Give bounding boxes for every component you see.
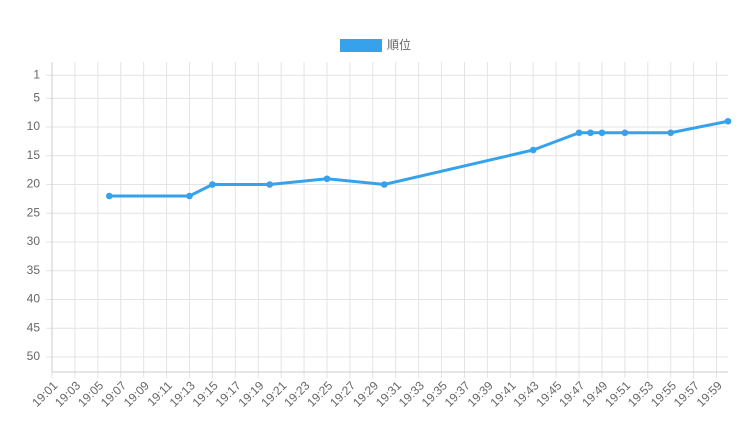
x-tick-label: 19:13 — [167, 378, 198, 409]
y-tick-label: 15 — [27, 148, 41, 162]
x-tick-label: 19:21 — [258, 378, 289, 409]
x-tick-label: 19:23 — [281, 378, 312, 409]
point — [667, 129, 675, 137]
point — [598, 129, 606, 137]
y-tick-label: 30 — [27, 234, 41, 248]
point — [575, 129, 583, 137]
y-tick-label: 45 — [27, 320, 41, 334]
point — [724, 117, 732, 125]
y-tick-label: 20 — [27, 177, 41, 191]
x-tick-label: 19:09 — [121, 378, 152, 409]
point — [529, 146, 537, 154]
legend-swatch — [340, 39, 382, 52]
x-tick-label: 19:55 — [648, 378, 679, 409]
x-tick-label: 19:41 — [488, 378, 519, 409]
y-tick-label: 40 — [27, 292, 41, 306]
y-tick-label: 5 — [33, 90, 40, 104]
x-tick-label: 19:49 — [579, 378, 610, 409]
y-tick-label: 50 — [27, 349, 41, 363]
point — [266, 181, 273, 188]
x-tick-label: 19:45 — [533, 378, 564, 409]
x-tick-label: 19:07 — [98, 378, 129, 409]
y-tick-label: 25 — [27, 205, 41, 219]
point — [186, 192, 193, 200]
x-tick-label: 19:29 — [350, 378, 381, 409]
x-tick-label: 19:03 — [52, 378, 83, 409]
x-tick-label: 19:59 — [694, 378, 725, 409]
x-tick-label: 19:43 — [510, 378, 541, 409]
point — [105, 192, 113, 200]
x-tick-label: 19:17 — [213, 378, 244, 409]
point — [587, 129, 594, 137]
x-tick-label: 19:05 — [75, 378, 106, 409]
x-tick-label: 19:53 — [625, 378, 656, 409]
x-tick-label: 19:57 — [671, 378, 702, 409]
point — [209, 181, 216, 188]
x-tick-label: 19:25 — [304, 378, 335, 409]
x-tick-label: 19:31 — [373, 378, 404, 409]
x-tick-label: 19:51 — [602, 378, 633, 409]
point — [380, 181, 388, 188]
x-tick-label: 19:19 — [235, 378, 266, 409]
x-tick-label: 19:33 — [396, 378, 427, 409]
x-tick-label: 19:37 — [442, 378, 473, 409]
x-tick-label: 19:01 — [29, 378, 60, 409]
point — [621, 129, 629, 137]
x-tick-label: 19:47 — [556, 378, 587, 409]
y-tick-label: 35 — [27, 263, 41, 277]
legend-label: 順位 — [387, 37, 411, 52]
x-tick-label: 19:39 — [465, 378, 496, 409]
x-tick-label: 19:27 — [327, 378, 358, 409]
x-tick-label: 19:35 — [419, 378, 450, 409]
x-tick-label: 19:15 — [190, 378, 221, 409]
y-tick-label: 10 — [27, 119, 41, 133]
point — [323, 175, 331, 183]
y-tick-label: 1 — [33, 67, 40, 81]
